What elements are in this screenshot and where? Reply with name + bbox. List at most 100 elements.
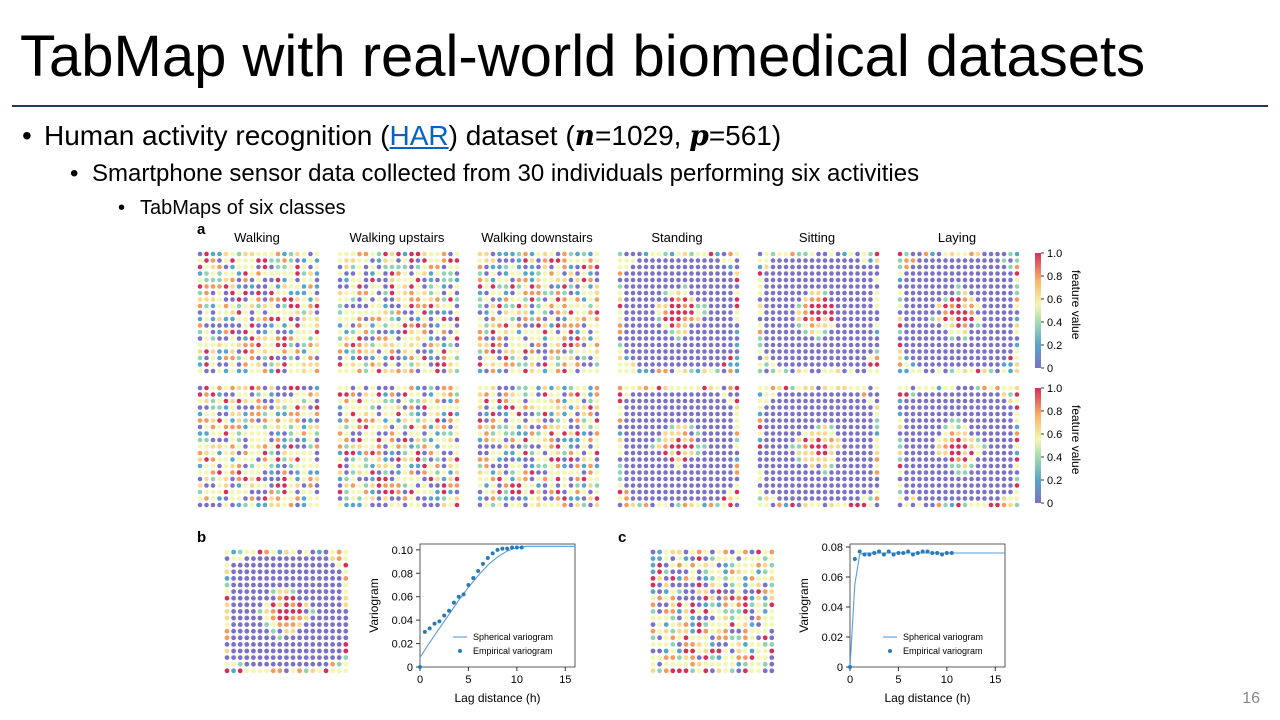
tabmap-dot [257,628,263,634]
tabmap-dot [197,411,203,417]
tabmap-dot [764,316,769,322]
tabmap-dot [389,316,395,322]
tabmap-dot [536,264,541,270]
tabmap-dot [923,368,929,374]
tabmap-dot [1008,437,1013,443]
tabmap-dot [756,562,761,568]
tabmap-dot [575,258,580,263]
tabmap-dot [1001,329,1007,335]
tabmap-dot [617,310,623,315]
tabmap-dot [396,411,401,417]
tabmap-dot [244,556,250,561]
tabmap-dot [204,277,209,283]
tabmap-dot [243,349,248,354]
tabmap-dot [809,362,815,367]
tabmap-dot [230,424,235,430]
colorbar-label: feature value [1069,405,1083,475]
tabmap-dot [236,336,242,341]
tabmap-dot [357,385,362,391]
tabmap-dot [995,297,1000,302]
tabmap-dot [975,385,981,391]
tabmap-dot [308,418,313,423]
tabmap-dot [503,405,509,410]
tabmap-dot [1001,431,1007,436]
tabmap-dot [350,489,356,495]
tabmap-dot [917,431,922,436]
tabmap-dot [562,258,567,263]
tabmap-dot [683,589,689,594]
tabmap-dot [630,336,636,341]
tabmap-dot [409,457,414,462]
tabmap-dot [516,457,522,462]
tabmap-dot [568,264,574,270]
tabmap-dot [943,368,948,374]
tabmap-dot [282,496,287,501]
n-symbol: n [574,119,596,152]
tabmap-dot [715,470,720,475]
tabmap-dot [975,476,981,482]
tabmap-dot [396,437,401,443]
tabmap-dot [861,496,867,501]
tabmap-dot [409,303,414,309]
tabmap-dot [764,310,769,315]
tabmap-dot [783,264,789,270]
tabmap-dot [708,470,714,475]
tabmap-dot [676,284,681,289]
tabmap-dot [803,463,808,469]
tabmap-dot [943,392,948,397]
tabmap-dot [729,576,735,581]
tabmap-dot [337,385,343,391]
tabmap-dot [923,297,929,302]
har-link[interactable]: HAR [389,120,449,151]
tabmap-dot [262,258,268,263]
tabmap-dot [269,297,274,302]
tabmap-dot [769,615,775,621]
tabmap-dot [689,284,694,289]
tabmap-dot [975,450,981,456]
tabmap-dot [764,329,769,335]
tabmap-dot [949,470,955,475]
tabmap-dot [484,463,489,469]
tabmap-dot [236,392,242,397]
tabmap-dot [988,405,994,410]
tabmap-dot [490,424,496,430]
tabmap-dot [343,615,349,621]
tabmap-dot [643,385,649,391]
tabmap-dot [197,297,203,302]
tabmap-dot [555,329,561,335]
tabmap-dot [497,385,502,391]
tabmap-dot [264,562,269,568]
tabmap-dot [757,310,763,315]
tabmap-dot [343,549,349,555]
tabmap-dot [337,342,343,348]
tabmap-dot [396,316,401,322]
tabmap-dot [702,437,707,443]
tabmap-dot [943,437,948,443]
tabmap-dot [497,297,502,302]
tabmap-dot [210,502,216,508]
tabmap-dot [303,642,309,647]
tabmap-dot [402,303,408,309]
tabmap-dot [555,437,561,443]
tabmap-dot [409,316,414,322]
tabmap-dot [389,431,395,436]
tabmap-dot [224,622,230,627]
tabmap-dot [975,431,981,436]
tabmap-dot [516,470,522,475]
tabmap-dot [783,310,789,315]
tabmap-dot [663,355,668,361]
tabmap-dot [236,303,242,309]
tabmap-dot [650,450,655,456]
tabmap-dot [257,576,263,581]
tabmap-dot [923,463,929,469]
tabmap-dot [448,437,453,443]
tabmap-dot [988,303,994,309]
tabmap-dot [930,303,935,309]
tabmap-dot [848,323,854,328]
tabmap-dot [301,271,307,276]
tabmap-dot [251,556,256,561]
tabmap-dot [497,323,502,328]
tabmap-dot [917,411,922,417]
tabmap-dot [310,576,316,581]
tabmap-dot [510,463,515,469]
